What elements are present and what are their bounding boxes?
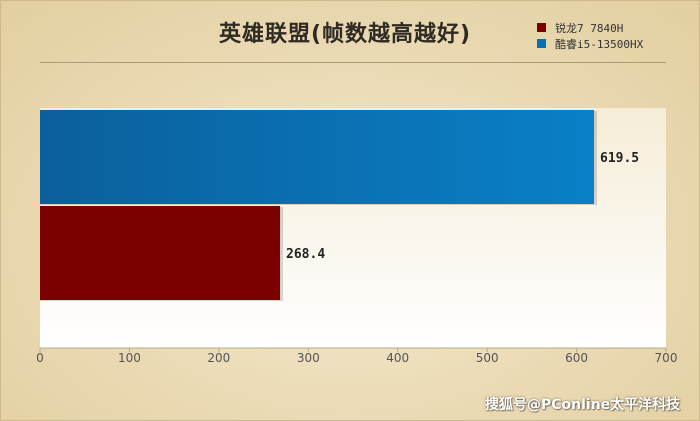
legend-label-ryzen: 锐龙7 7840H <box>555 21 624 35</box>
chart-title: 英雄联盟(帧数越高越好) <box>218 22 472 47</box>
x-tick-label-100: 100 <box>118 351 141 365</box>
bar-ryzen7-7840h <box>40 206 281 300</box>
watermark: 搜狐号@PConline太平洋科技 <box>485 397 681 413</box>
bar-core-i5-13500hx <box>40 110 595 204</box>
title-divider <box>40 62 666 63</box>
x-tick-label-0: 0 <box>36 351 44 365</box>
x-tick-label-200: 200 <box>207 351 230 365</box>
x-tick-label-600: 600 <box>565 351 588 365</box>
legend-swatch-ryzen <box>537 23 546 32</box>
bar-ryzen7-7840h-value-label: 268.4 <box>286 247 325 262</box>
bar-core-i5-13500hx-value-label: 619.5 <box>600 151 639 166</box>
legend-item-core: 酷睿i5-13500HX <box>537 36 687 51</box>
legend-item-ryzen: 锐龙7 7840H <box>537 20 687 35</box>
x-tick-label-300: 300 <box>297 351 320 365</box>
legend: 锐龙7 7840H 酷睿i5-13500HX <box>537 20 687 52</box>
legend-label-core: 酷睿i5-13500HX <box>555 37 644 51</box>
x-tick-label-700: 700 <box>655 351 678 365</box>
x-tick-label-400: 400 <box>386 351 409 365</box>
legend-swatch-core <box>537 39 546 48</box>
x-tick-label-500: 500 <box>476 351 499 365</box>
